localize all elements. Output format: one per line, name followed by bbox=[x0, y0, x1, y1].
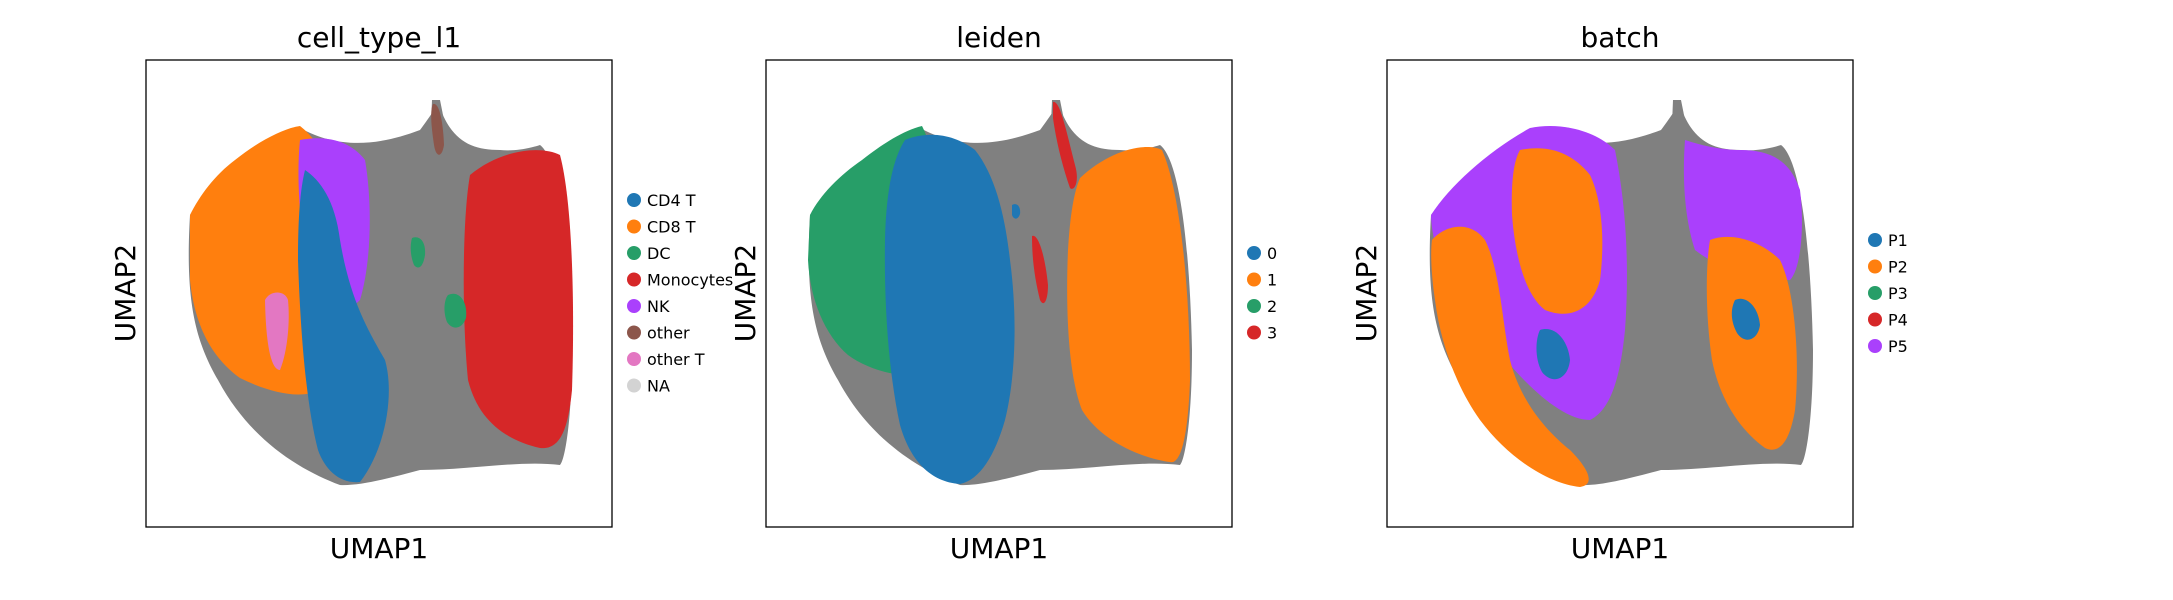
legend-item-p5: P5 bbox=[1868, 337, 1908, 356]
category-cloud-monocytes bbox=[463, 150, 574, 449]
legend-item-dc: DC bbox=[627, 244, 671, 263]
category-cloud-1 bbox=[1067, 147, 1190, 463]
legend-item-p1: P1 bbox=[1868, 231, 1908, 250]
legend-item-0: 0 bbox=[1247, 244, 1277, 263]
x-axis-label: UMAP1 bbox=[1571, 532, 1670, 565]
legend-marker bbox=[1868, 259, 1882, 274]
legend-label: P4 bbox=[1888, 311, 1908, 330]
legend-label: NA bbox=[647, 377, 670, 396]
legend-item-other: other bbox=[627, 324, 690, 343]
legend-marker bbox=[627, 352, 641, 366]
plot-area bbox=[188, 100, 574, 486]
axes-frame bbox=[145, 59, 613, 528]
category-cloud-cd8-t bbox=[190, 126, 329, 395]
legend-item-nk: NK bbox=[627, 297, 670, 316]
legend: CD4 T CD8 T DC Monocytes NK other other T NA bbox=[627, 191, 733, 396]
graph-edge-spike bbox=[1671, 100, 1691, 150]
legend-marker bbox=[1247, 299, 1261, 313]
legend-item-monocytes: Monocytes bbox=[627, 271, 733, 290]
category-cloud-other bbox=[431, 103, 444, 155]
legend-item-1: 1 bbox=[1247, 271, 1277, 290]
axes-frame bbox=[765, 59, 1233, 528]
category-cloud-3 bbox=[1032, 235, 1048, 304]
category-cloud-0 bbox=[1012, 204, 1021, 219]
category-cloud-other-t bbox=[265, 292, 289, 370]
legend-label: P3 bbox=[1888, 284, 1908, 303]
category-cloud-dc bbox=[444, 293, 467, 328]
panel-title: leiden bbox=[956, 21, 1042, 54]
y-axis-label: UMAP2 bbox=[109, 244, 142, 343]
panel-title: cell_type_l1 bbox=[297, 21, 461, 54]
panel-batch: batch UMAP1 UMAP2 P1 P2 P3 P4 P5 bbox=[1350, 21, 1908, 565]
legend-marker bbox=[627, 378, 641, 393]
legend-label: Monocytes bbox=[647, 271, 733, 290]
legend-marker bbox=[627, 272, 641, 287]
panel-cell-type-l1: cell_type_l1 UMAP1 UMAP2 CD4 TC bbox=[109, 21, 733, 565]
legend-item-cd8-t: CD8 T bbox=[627, 218, 696, 237]
legend-label: 2 bbox=[1267, 297, 1277, 316]
legend-marker bbox=[1868, 286, 1882, 300]
legend-label: CD8 T bbox=[647, 218, 696, 237]
legend-label: P2 bbox=[1888, 258, 1908, 277]
legend-label: 3 bbox=[1267, 324, 1277, 343]
category-cloud-3 bbox=[1053, 101, 1077, 189]
legend-label: DC bbox=[647, 244, 671, 263]
legend-label: 1 bbox=[1267, 271, 1277, 290]
legend-marker bbox=[1868, 233, 1882, 247]
legend-item-p3: P3 bbox=[1868, 284, 1908, 303]
legend-marker bbox=[1247, 325, 1261, 340]
legend-marker bbox=[1868, 312, 1882, 327]
y-axis-label: UMAP2 bbox=[1350, 244, 1383, 343]
legend-item-cd4-t: CD4 T bbox=[627, 191, 696, 210]
legend-item-na: NA bbox=[627, 377, 670, 396]
legend-marker bbox=[627, 193, 641, 207]
legend-label: CD4 T bbox=[647, 191, 696, 210]
axes-frame bbox=[1386, 59, 1854, 528]
plot-area bbox=[1429, 100, 1813, 487]
legend-marker bbox=[627, 325, 641, 340]
category-cloud-p2 bbox=[1431, 226, 1589, 487]
legend-marker bbox=[627, 219, 641, 234]
category-cloud-0 bbox=[884, 134, 1015, 484]
plot-area bbox=[808, 100, 1192, 486]
panel-leiden: leiden UMAP1 UMAP2 0 1 2 3 bbox=[729, 21, 1277, 565]
legend-label: other T bbox=[647, 350, 705, 369]
legend-label: other bbox=[647, 324, 690, 343]
legend: P1 P2 P3 P4 P5 bbox=[1868, 231, 1908, 356]
legend-item-other-t: other T bbox=[627, 350, 705, 369]
legend-marker bbox=[1247, 272, 1261, 287]
legend-marker bbox=[1868, 339, 1882, 353]
category-cloud-p2 bbox=[1706, 236, 1797, 450]
legend-marker bbox=[627, 246, 641, 260]
panel-title: batch bbox=[1580, 21, 1659, 54]
category-cloud-p1 bbox=[1731, 298, 1760, 340]
legend-item-3: 3 bbox=[1247, 324, 1277, 343]
legend-marker bbox=[1247, 246, 1261, 260]
category-cloud-p1 bbox=[1536, 329, 1570, 380]
category-cloud-cd4-t bbox=[298, 170, 389, 483]
category-cloud-dc bbox=[410, 237, 426, 268]
legend-label: P1 bbox=[1888, 231, 1908, 250]
legend-item-p4: P4 bbox=[1868, 311, 1908, 330]
legend-label: P5 bbox=[1888, 337, 1908, 356]
legend-label: NK bbox=[647, 297, 670, 316]
legend: 0 1 2 3 bbox=[1247, 244, 1277, 343]
legend-item-p2: P2 bbox=[1868, 258, 1908, 277]
x-axis-label: UMAP1 bbox=[330, 532, 429, 565]
legend-marker bbox=[627, 299, 641, 313]
legend-label: 0 bbox=[1267, 244, 1277, 263]
legend-item-2: 2 bbox=[1247, 297, 1277, 316]
y-axis-label: UMAP2 bbox=[729, 244, 762, 343]
category-cloud-p2 bbox=[1511, 148, 1603, 314]
x-axis-label: UMAP1 bbox=[950, 532, 1049, 565]
